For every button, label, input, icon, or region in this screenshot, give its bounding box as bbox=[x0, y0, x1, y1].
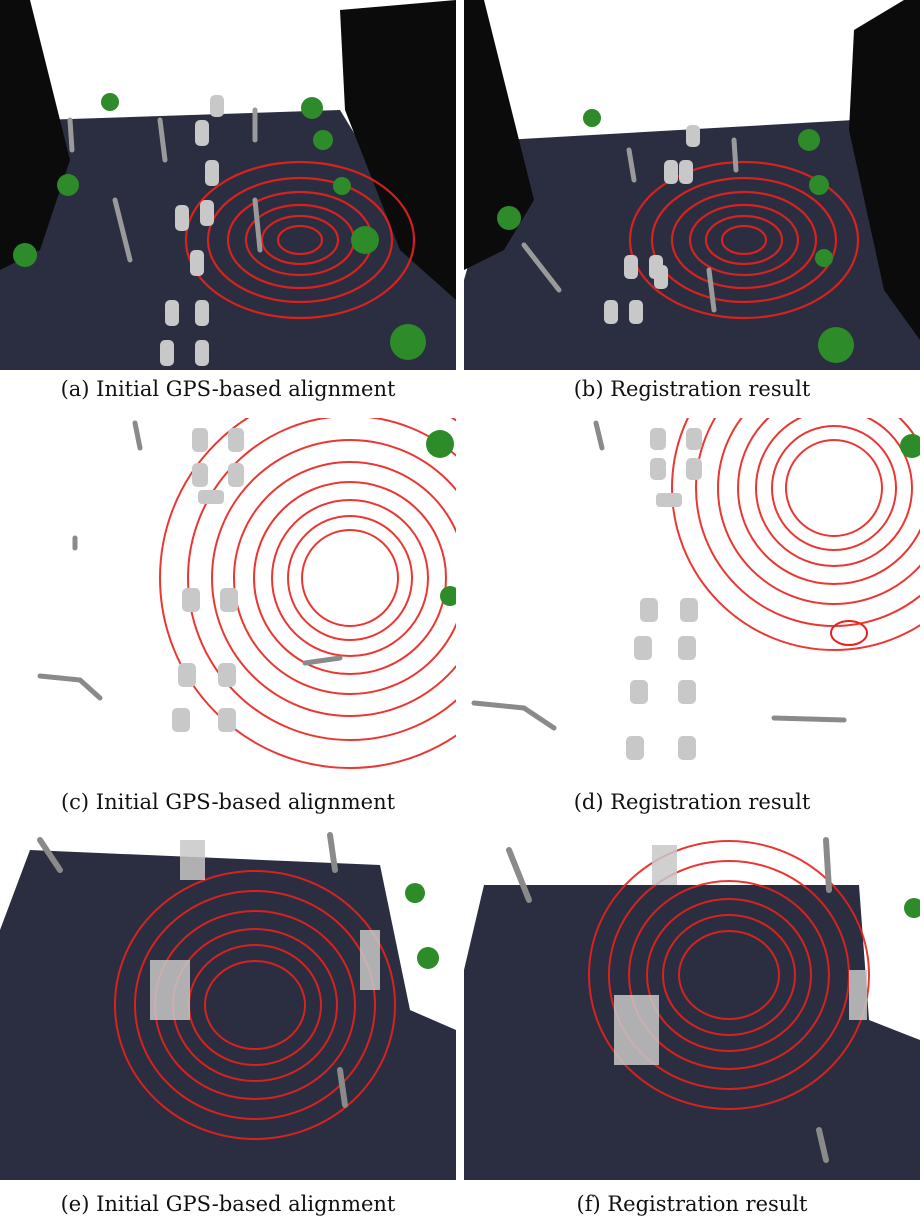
trees bbox=[405, 883, 439, 969]
ground-plane bbox=[464, 885, 920, 1180]
trees bbox=[900, 434, 920, 458]
building-left bbox=[0, 0, 70, 270]
caption-a: (a) Initial GPS-based alignment bbox=[60, 377, 396, 401]
scan-center-hole bbox=[724, 228, 764, 252]
poles bbox=[471, 420, 847, 731]
scan-center-hole bbox=[280, 228, 320, 252]
poles bbox=[37, 420, 343, 701]
building-right bbox=[849, 0, 920, 340]
panel-f-point-cloud bbox=[464, 830, 920, 1180]
lidar-scan-rings bbox=[628, 160, 860, 320]
trees bbox=[904, 898, 920, 918]
panel-c-point-cloud bbox=[0, 418, 456, 782]
parked-cars bbox=[626, 428, 702, 760]
lidar-scan-rings bbox=[159, 418, 456, 769]
lidar-scan-rings bbox=[671, 418, 920, 651]
caption-f: (f) Registration result bbox=[576, 1192, 808, 1216]
panel-f-image bbox=[464, 830, 920, 1180]
panel-e-point-cloud bbox=[0, 830, 456, 1180]
panel-e-image bbox=[0, 830, 456, 1180]
building-right bbox=[340, 0, 456, 300]
parked-cars bbox=[172, 428, 244, 732]
lidar-scan-rings bbox=[588, 840, 870, 1110]
building-racks bbox=[614, 845, 867, 1065]
caption-b: (b) Registration result bbox=[573, 377, 811, 401]
trees bbox=[426, 430, 456, 606]
caption-d: (d) Registration result bbox=[573, 790, 811, 814]
parked-cars bbox=[160, 95, 224, 366]
trees bbox=[497, 109, 854, 363]
trees bbox=[13, 93, 426, 360]
scan-center-hole bbox=[790, 444, 878, 532]
poles bbox=[37, 832, 348, 1108]
panel-a-image bbox=[0, 0, 456, 370]
ground-plane bbox=[464, 120, 920, 370]
panel-d-point-cloud bbox=[464, 418, 920, 782]
panel-d-image bbox=[464, 418, 920, 782]
panel-a-point-cloud bbox=[0, 0, 456, 370]
caption-e: (e) Initial GPS-based alignment bbox=[60, 1192, 396, 1216]
caption-c: (c) Initial GPS-based alignment bbox=[60, 790, 396, 814]
scan-center-hole bbox=[685, 935, 773, 1015]
building-racks bbox=[150, 840, 380, 1020]
poles bbox=[521, 137, 739, 313]
panel-b-image bbox=[464, 0, 920, 370]
panel-b-point-cloud bbox=[464, 0, 920, 370]
scan-center-hole bbox=[306, 534, 394, 622]
building-left bbox=[464, 0, 534, 270]
poles bbox=[67, 107, 263, 263]
parked-cars bbox=[604, 125, 700, 324]
scan-artifact bbox=[830, 620, 868, 646]
scan-center-hole bbox=[211, 965, 299, 1045]
panel-c-image bbox=[0, 418, 456, 782]
lidar-scan-rings bbox=[184, 160, 416, 320]
poles bbox=[506, 837, 832, 1163]
